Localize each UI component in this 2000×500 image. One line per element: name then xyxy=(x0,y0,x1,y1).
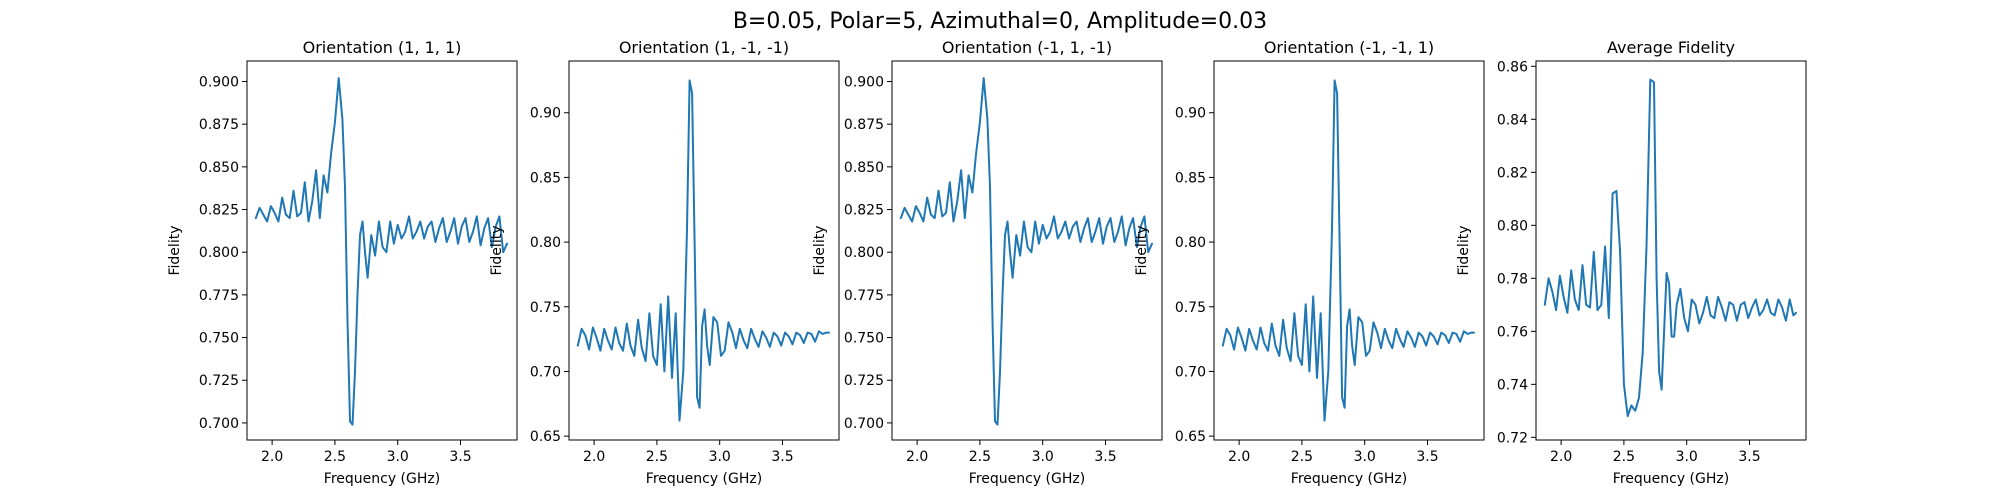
y-tick-label: 0.65 xyxy=(1175,429,1206,445)
subplot-title: Orientation (-1, 1, -1) xyxy=(942,38,1112,57)
y-tick-label: 0.800 xyxy=(199,245,239,261)
x-tick-label: 2.0 xyxy=(1228,449,1250,465)
y-tick-label: 0.775 xyxy=(844,288,884,304)
x-tick-label: 2.5 xyxy=(1613,449,1635,465)
y-tick-label: 0.775 xyxy=(199,288,239,304)
y-tick-label: 0.875 xyxy=(844,117,884,133)
subplot-title: Orientation (1, 1, 1) xyxy=(303,38,462,57)
x-axis-label: Frequency (GHz) xyxy=(646,471,762,487)
series-line-4-1 xyxy=(1221,79,1475,422)
axes-frame xyxy=(568,60,840,441)
y-tick-label: 0.700 xyxy=(199,416,239,432)
subplot-title: Orientation (-1, -1, 1) xyxy=(1264,38,1434,57)
x-tick-label: 2.0 xyxy=(1550,449,1572,465)
figure-suptitle: B=0.05, Polar=5, Azimuthal=0, Amplitude=… xyxy=(733,9,1267,34)
x-tick-label: 2.0 xyxy=(261,449,283,465)
y-tick-label: 0.74 xyxy=(1497,377,1528,393)
y-tick-label: 0.850 xyxy=(844,160,884,176)
y-tick-label: 0.800 xyxy=(844,245,884,261)
y-tick-label: 0.85 xyxy=(1175,170,1206,186)
y-axis-label: Fidelity xyxy=(812,226,828,276)
series-line-5-1 xyxy=(1543,78,1797,418)
x-tick-label: 3.0 xyxy=(387,449,409,465)
x-tick-label: 3.0 xyxy=(709,449,731,465)
x-axis-label: Frequency (GHz) xyxy=(1613,471,1729,487)
axes-frame xyxy=(1213,60,1485,441)
y-tick-label: 0.75 xyxy=(1175,300,1206,316)
y-tick-label: 0.80 xyxy=(1497,218,1528,234)
subplot-1: 2.0 2.5 3.0 3.5 0.700 0.725 0.750 0.775 0.800 0.8… xyxy=(167,38,518,487)
axes-frame xyxy=(246,60,518,441)
y-tick-label: 0.90 xyxy=(1175,106,1206,122)
x-tick-label: 3.5 xyxy=(1094,449,1116,465)
x-axis-label: Frequency (GHz) xyxy=(1291,471,1407,487)
y-tick-label: 0.76 xyxy=(1497,324,1528,340)
x-tick-label: 3.0 xyxy=(1032,449,1054,465)
y-axis-label: Fidelity xyxy=(1134,226,1150,276)
y-tick-label: 0.900 xyxy=(844,74,884,90)
y-tick-label: 0.80 xyxy=(530,235,561,251)
x-tick-label: 3.0 xyxy=(1354,449,1376,465)
series-line-3-1 xyxy=(899,77,1153,426)
y-tick-label: 0.72 xyxy=(1497,430,1528,446)
y-tick-label: 0.875 xyxy=(199,117,239,133)
x-tick-label: 3.5 xyxy=(771,449,793,465)
y-tick-label: 0.725 xyxy=(844,373,884,389)
subplot-grid: 2.0 2.5 3.0 3.5 0.700 0.725 0.750 0.775 0.800 0.8… xyxy=(167,38,1807,487)
y-tick-label: 0.85 xyxy=(530,170,561,186)
y-tick-label: 0.725 xyxy=(199,373,239,389)
subplot-4: 2.0 2.5 3.0 3.5 0.65 0.70 0.75 0.80 0.85 0.90 Orie… xyxy=(1134,38,1485,487)
x-axis-label: Frequency (GHz) xyxy=(324,471,440,487)
x-axis-label: Frequency (GHz) xyxy=(969,471,1085,487)
x-tick-label: 2.5 xyxy=(969,449,991,465)
subplot-title: Average Fidelity xyxy=(1607,38,1735,57)
series-line-1-1 xyxy=(254,77,508,426)
y-tick-label: 0.82 xyxy=(1497,165,1528,181)
y-tick-label: 0.900 xyxy=(199,74,239,90)
axes-frame xyxy=(1535,60,1807,441)
y-tick-label: 0.700 xyxy=(844,416,884,432)
x-tick-label: 2.5 xyxy=(324,449,346,465)
subplot-3: 2.0 2.5 3.0 3.5 0.700 0.725 0.750 0.775 0.800 0.8… xyxy=(812,38,1163,487)
y-tick-label: 0.750 xyxy=(199,331,239,347)
y-axis-label: Fidelity xyxy=(167,226,183,276)
subplot-title: Orientation (1, -1, -1) xyxy=(619,38,789,57)
y-tick-label: 0.86 xyxy=(1497,59,1528,75)
y-tick-label: 0.80 xyxy=(1175,235,1206,251)
axes-frame xyxy=(891,60,1163,441)
y-tick-label: 0.850 xyxy=(199,160,239,176)
x-tick-label: 2.5 xyxy=(1291,449,1313,465)
y-tick-label: 0.825 xyxy=(844,203,884,219)
x-tick-label: 2.5 xyxy=(646,449,668,465)
y-axis-label: Fidelity xyxy=(1456,226,1472,276)
y-tick-label: 0.65 xyxy=(530,429,561,445)
x-tick-label: 2.0 xyxy=(583,449,605,465)
series-line-2-1 xyxy=(576,79,830,422)
y-tick-label: 0.90 xyxy=(530,106,561,122)
y-tick-label: 0.825 xyxy=(199,203,239,219)
y-tick-label: 0.70 xyxy=(1175,364,1206,380)
y-tick-label: 0.84 xyxy=(1497,112,1528,128)
x-tick-label: 3.5 xyxy=(1738,449,1760,465)
x-tick-label: 2.0 xyxy=(906,449,928,465)
y-tick-label: 0.78 xyxy=(1497,271,1528,287)
x-tick-label: 3.5 xyxy=(449,449,471,465)
y-tick-label: 0.70 xyxy=(530,364,561,380)
subplot-2: 2.0 2.5 3.0 3.5 0.65 0.70 0.75 0.80 0.85 0.90 Orie… xyxy=(489,38,840,487)
y-tick-label: 0.75 xyxy=(530,300,561,316)
subplot-5: 2.0 2.5 3.0 3.5 0.72 0.74 0.76 0.78 0.80 0.82 0.84… xyxy=(1456,38,1807,487)
x-tick-label: 3.5 xyxy=(1416,449,1438,465)
y-tick-label: 0.750 xyxy=(844,331,884,347)
y-axis-label: Fidelity xyxy=(489,226,505,276)
x-tick-label: 3.0 xyxy=(1676,449,1698,465)
